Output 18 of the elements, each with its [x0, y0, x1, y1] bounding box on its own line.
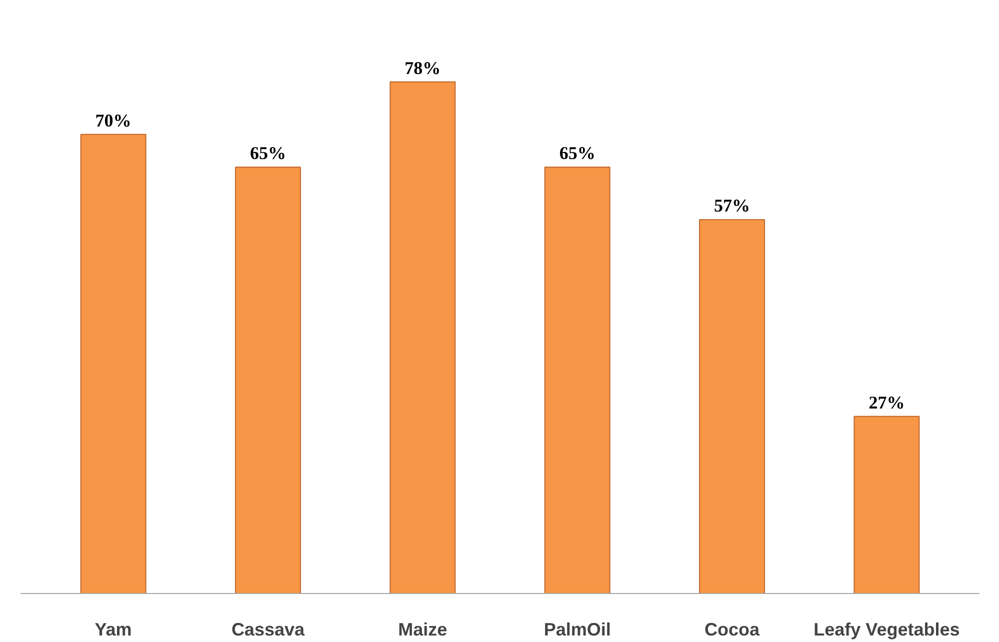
x-tick-label: Cassava — [231, 620, 306, 640]
x-tick-label: Leafy Vegetables — [814, 620, 960, 640]
data-label: 57% — [714, 196, 750, 216]
data-label: 78% — [404, 58, 441, 78]
bar — [80, 134, 146, 594]
x-tick-label: Maize — [398, 620, 448, 640]
x-tick-label: Yam — [94, 620, 132, 640]
x-tick-label: PalmOil — [544, 620, 611, 640]
data-label: 27% — [868, 392, 905, 412]
bar — [390, 81, 456, 594]
bar — [235, 166, 301, 594]
data-label: 65% — [250, 143, 286, 164]
bar — [544, 166, 610, 594]
bar — [699, 219, 765, 594]
data-label: 65% — [559, 143, 596, 164]
bar — [854, 416, 920, 594]
data-label: 70% — [95, 110, 132, 130]
x-tick-label: Cocoa — [704, 620, 761, 640]
